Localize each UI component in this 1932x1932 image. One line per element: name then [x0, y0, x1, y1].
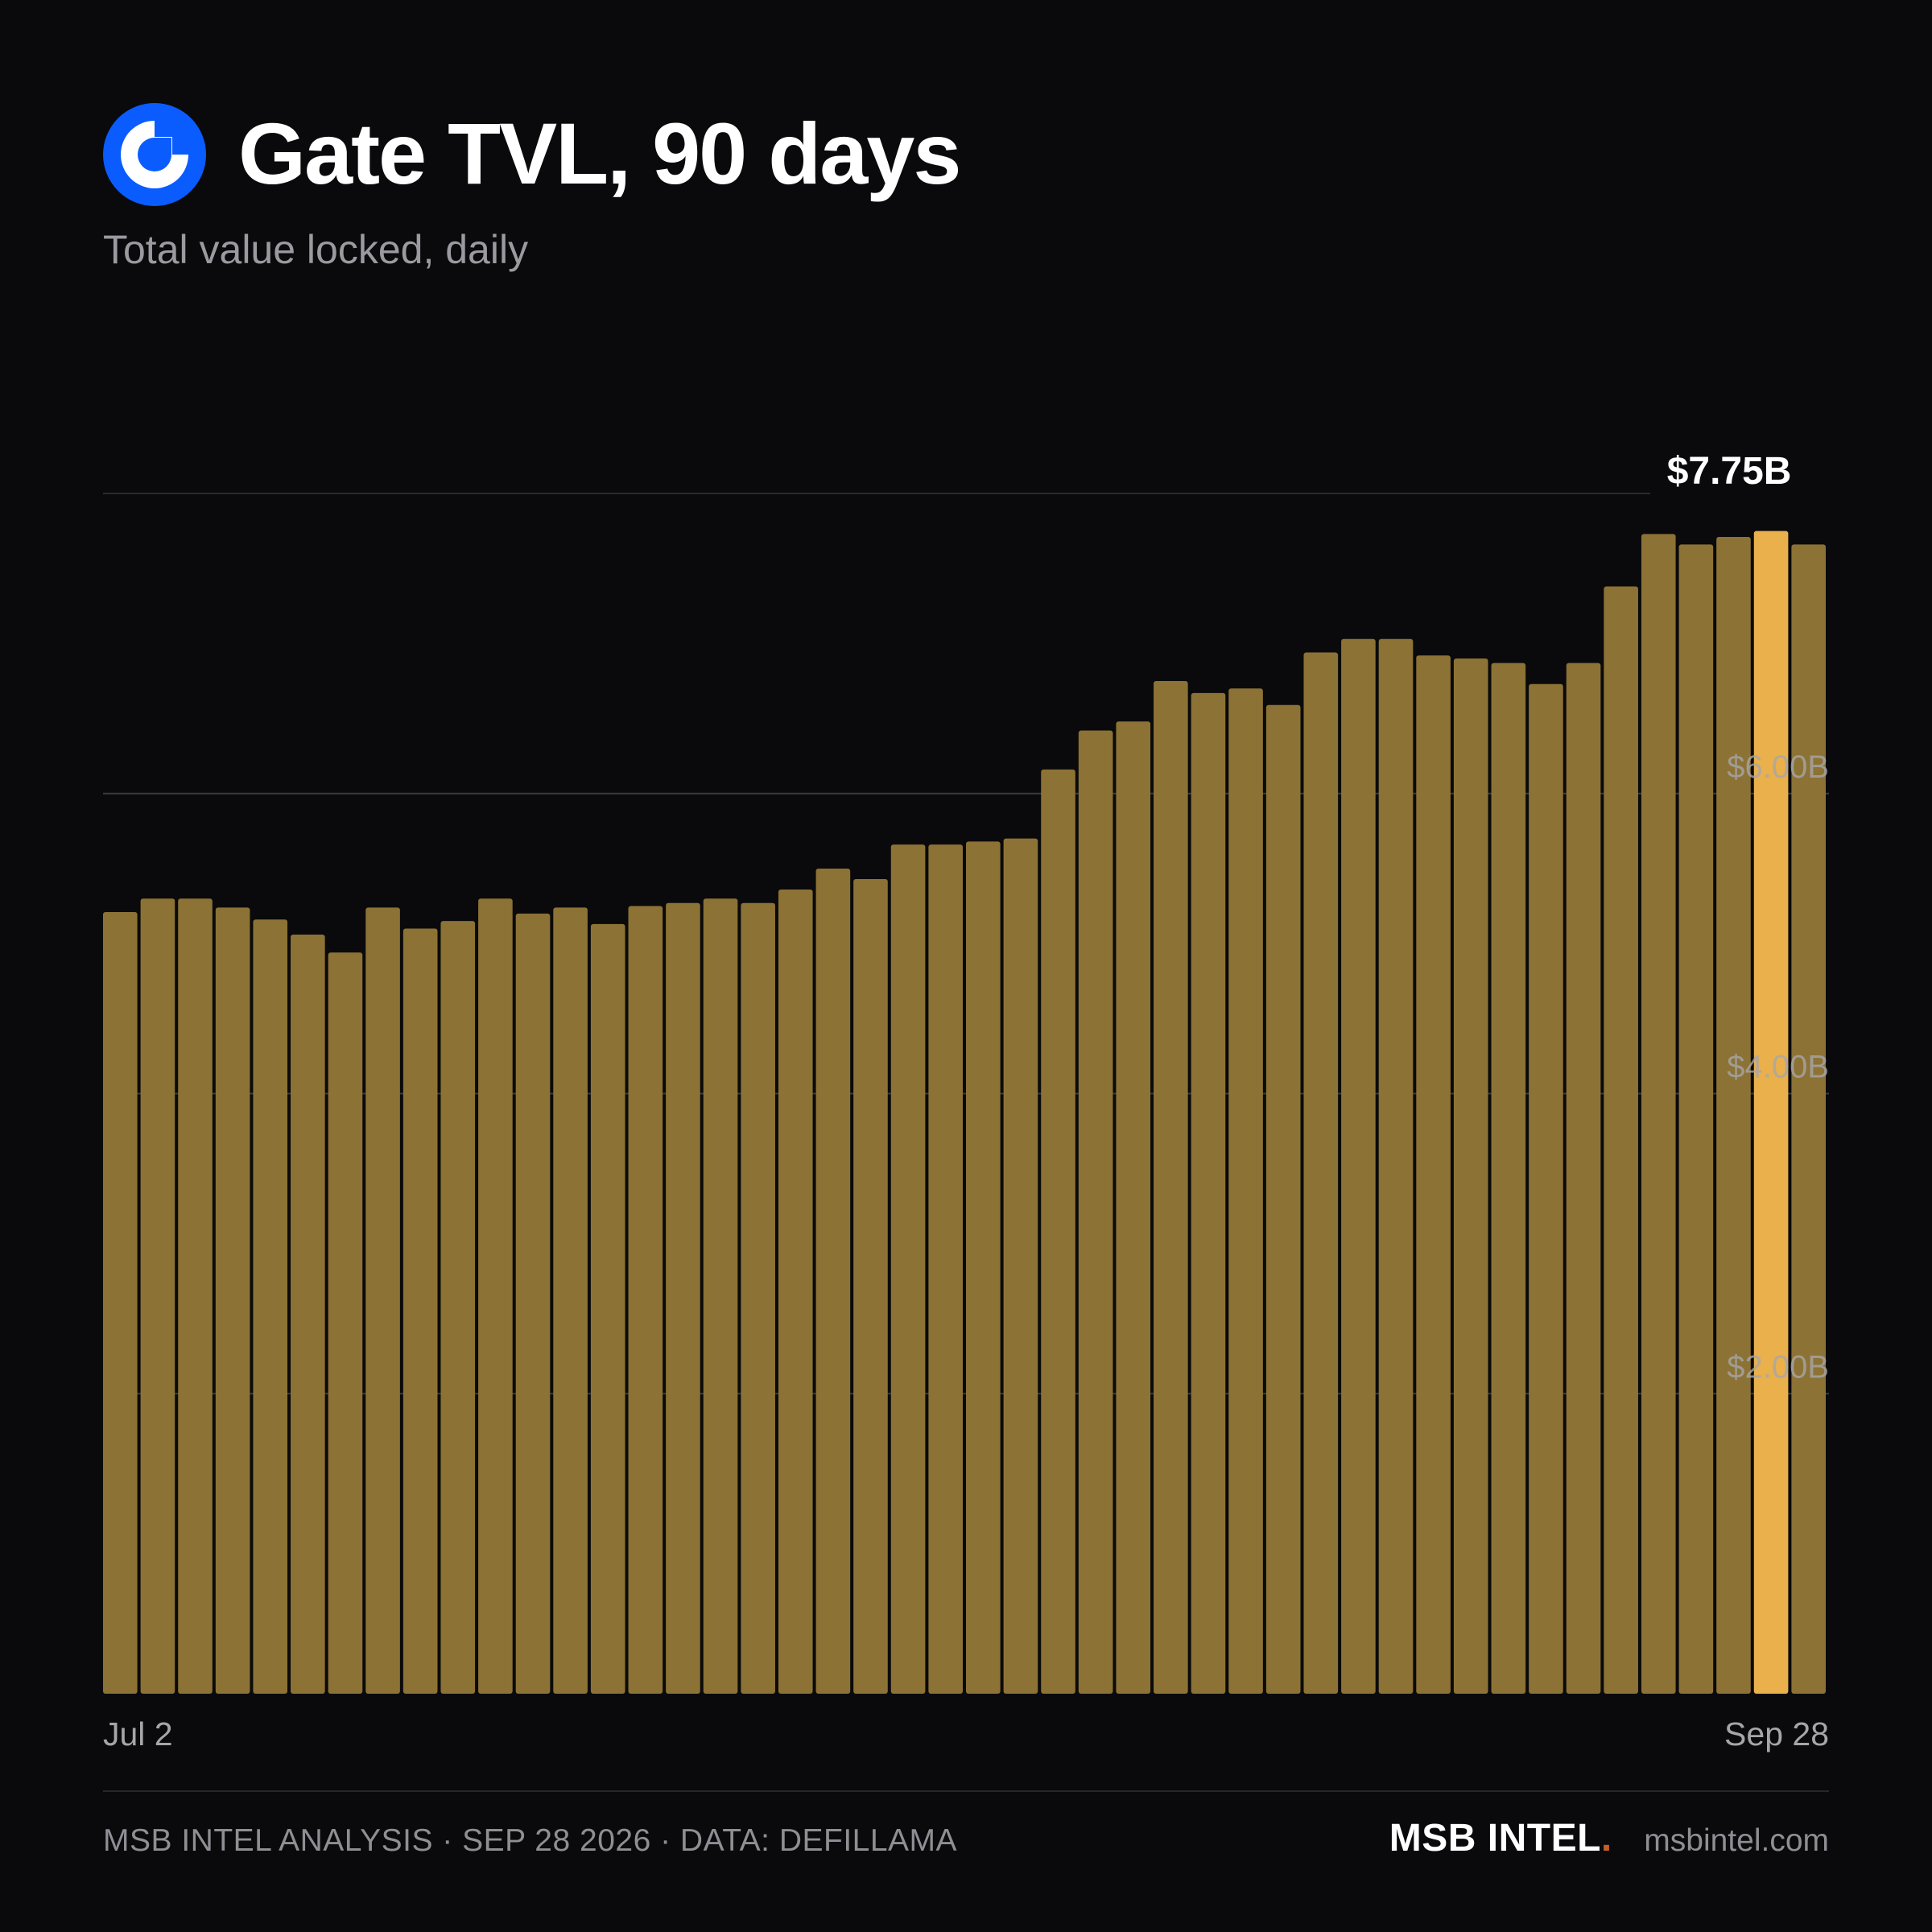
bar-28 [1154, 680, 1188, 1694]
bar-12 [553, 907, 588, 1694]
y-tick-label-0: $2.00B [1727, 1349, 1829, 1385]
x-label-start: Jul 2 [103, 1715, 173, 1752]
bar-45 [1791, 544, 1826, 1694]
bar-37 [1491, 663, 1526, 1694]
bar-39 [1566, 663, 1601, 1694]
bar-23 [966, 841, 1001, 1694]
bar-38 [1529, 683, 1563, 1695]
chart-bars [103, 530, 1826, 1695]
bar-29 [1191, 692, 1226, 1694]
brand-name: MSB INTEL [1389, 1817, 1601, 1860]
bar-30 [1228, 688, 1263, 1694]
page-subtitle: Total value locked, daily [103, 227, 529, 272]
bar-41 [1641, 534, 1676, 1694]
bar-25 [1041, 769, 1075, 1695]
bar-6 [328, 952, 363, 1694]
bar-18 [778, 890, 813, 1694]
bar-27 [1116, 721, 1151, 1694]
footer-credit: MSB INTEL ANALYSIS · SEP 28 2026 · DATA:… [103, 1823, 958, 1858]
bar-21 [890, 844, 926, 1694]
bar-9 [440, 921, 476, 1694]
brand-dot: . [1600, 1817, 1612, 1860]
bar-14 [628, 906, 663, 1694]
bar-5 [291, 934, 325, 1694]
x-label-end: Sep 28 [1724, 1715, 1829, 1752]
bar-24 [1003, 838, 1038, 1694]
footer-brand: MSB INTEL . msbintel.com [1389, 1816, 1829, 1864]
bar-35 [1416, 655, 1451, 1694]
bar-22 [928, 844, 963, 1694]
bar-11 [515, 913, 551, 1694]
bar-20 [853, 878, 888, 1694]
bar-0 [103, 911, 138, 1694]
bar-40 [1604, 586, 1638, 1694]
footer-divider [103, 1790, 1829, 1792]
y-tick-label-1: $4.00B [1727, 1050, 1829, 1085]
bar-highlight [1753, 530, 1789, 1694]
bar-31 [1265, 704, 1301, 1694]
bar-16 [703, 898, 738, 1694]
brand-site-link[interactable]: msbintel.com [1644, 1823, 1829, 1858]
bar-32 [1303, 652, 1339, 1694]
bar-34 [1378, 638, 1414, 1694]
bar-43 [1716, 537, 1751, 1694]
bar-3 [215, 907, 250, 1694]
bar-2 [178, 898, 213, 1694]
bar-7 [365, 907, 400, 1694]
bar-4 [253, 919, 288, 1694]
bar-26 [1078, 730, 1113, 1694]
bar-17 [741, 902, 775, 1694]
page-title: Gate TVL, 90 days [238, 105, 961, 202]
bar-33 [1341, 638, 1376, 1694]
bar-42 [1678, 544, 1714, 1694]
gate-logo-icon [103, 103, 206, 206]
bar-8 [402, 928, 438, 1694]
bar-10 [478, 898, 513, 1694]
highlight-label-mask [1650, 485, 1844, 504]
bar-36 [1453, 658, 1488, 1694]
bar-13 [590, 923, 625, 1694]
y-tick-label-2: $6.00B [1727, 749, 1829, 785]
bar-19 [815, 868, 851, 1694]
bar-1 [140, 898, 175, 1694]
bar-15 [666, 902, 700, 1694]
highlight-value-label: $7.75B [1667, 450, 1792, 493]
chart-labels: $2.00B $4.00B $6.00B $7.75B Jul 2 Sep 28 [103, 450, 1844, 1752]
